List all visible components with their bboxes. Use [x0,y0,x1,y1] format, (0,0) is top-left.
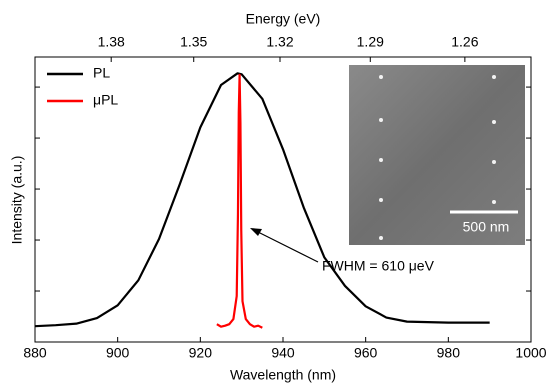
x-tick-label: 880 [23,345,47,361]
x2-tick-label: 1.29 [357,34,384,50]
chart: Energy (eV) Wavelength (nm) Intensity (a… [0,0,553,383]
y-axis-label: Intensity (a.u.) [9,156,25,245]
x2-tick-label: 1.38 [98,34,125,50]
x-tick-label: 920 [189,345,213,361]
x-tick-label: 1000 [515,345,546,361]
x-tick-label: 980 [437,345,461,361]
legend-label: μPL [93,92,118,108]
x-tick-label: 940 [271,345,295,361]
x2-tick-label: 1.35 [180,34,207,50]
arrow-head [250,228,262,236]
inset-image: 500 nm [349,65,525,245]
scale-bar-label: 500 nm [463,219,510,235]
series-line [217,75,262,328]
annotation-arrow [258,232,318,262]
x2-tick-label: 1.32 [266,34,293,50]
x2-axis-label: Energy (eV) [246,11,321,27]
annotation: FWHM = 610 μeV [322,258,435,274]
x-tick-label: 960 [354,345,378,361]
x-axis-label: Wavelength (nm) [230,367,336,383]
legend-label: PL [93,65,110,81]
x2-tick-label: 1.26 [451,34,478,50]
x-tick-label: 900 [106,345,130,361]
